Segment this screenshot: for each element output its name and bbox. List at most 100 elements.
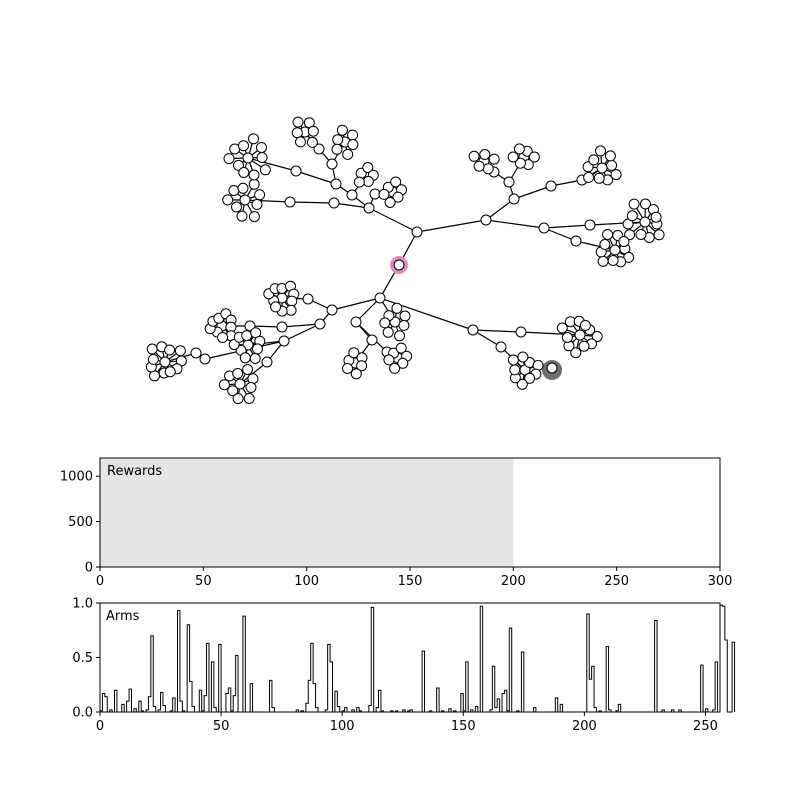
- tree-node: [595, 145, 606, 157]
- tree-node: [366, 334, 378, 346]
- tree-node: [391, 302, 403, 314]
- rewards-y-tick-label: 500: [68, 515, 93, 530]
- tree-node: [342, 148, 354, 160]
- tree-node: [330, 178, 342, 190]
- tree-node: [516, 378, 528, 390]
- tree-node: [248, 169, 260, 181]
- tree-edge: [513, 185, 552, 200]
- tree-node: [570, 235, 582, 247]
- tree-node: [362, 162, 374, 173]
- tree-node: [618, 236, 630, 247]
- tree-node: [561, 332, 573, 343]
- tree-node: [239, 194, 251, 206]
- tree-node: [394, 330, 405, 342]
- tree-node: [292, 116, 304, 128]
- tree-node: [314, 318, 326, 330]
- tree-node: [591, 331, 603, 342]
- tree-node: [653, 229, 665, 241]
- rewards-shaded-region: [100, 458, 514, 567]
- tree-node: [556, 322, 568, 334]
- tree-node: [584, 219, 596, 231]
- tree-node: [570, 347, 582, 359]
- tree-node: [290, 165, 302, 177]
- tree-node: [276, 321, 288, 333]
- tree-node: [479, 149, 491, 160]
- tree-edge: [368, 207, 418, 233]
- tree-node: [217, 332, 229, 343]
- tree-node: [513, 143, 525, 155]
- tree-edge: [331, 297, 381, 311]
- tree-node: [390, 176, 402, 188]
- tree-node: [473, 160, 485, 172]
- tree-node: [231, 201, 242, 213]
- tree-node: [237, 182, 249, 194]
- tree-node: [234, 378, 246, 390]
- tree-node: [164, 344, 176, 356]
- tree-node: [635, 229, 647, 240]
- rewards-chart: Rewards 0 50 100 150 200 250 300 0 500 1000: [60, 457, 733, 589]
- tree-node: [222, 194, 234, 206]
- tree-node: [248, 133, 259, 145]
- tree-edge: [295, 170, 337, 185]
- rewards-x-tick-label: 300: [708, 574, 733, 589]
- tree-node: [331, 143, 343, 155]
- tree-node: [395, 342, 407, 354]
- tree-node: [251, 199, 263, 210]
- tree-node: [389, 362, 401, 374]
- arms-y-tick-label: 0.0: [72, 706, 93, 721]
- tree-node: [378, 188, 390, 200]
- arms-x-tick-label: 250: [693, 719, 718, 734]
- tree-node: [243, 393, 255, 404]
- tree-node: [383, 354, 395, 366]
- tree-node: [347, 139, 359, 150]
- tree-node: [242, 152, 254, 164]
- arms-panel-label: Arms: [106, 609, 140, 624]
- tree-node: [306, 136, 318, 148]
- tree-edge: [485, 198, 515, 221]
- tree-node: [245, 382, 257, 393]
- tree-node: [503, 176, 515, 188]
- tree-node: [350, 368, 362, 380]
- tree-node: [295, 136, 306, 148]
- tree-node: [270, 301, 282, 313]
- tree-node: [639, 198, 651, 210]
- tree-node: [232, 368, 244, 379]
- tree-edge: [543, 224, 591, 229]
- tree-node: [190, 347, 202, 359]
- rewards-x-tick-label: 150: [398, 574, 423, 589]
- tree-node: [382, 326, 394, 338]
- arms-x-tick-label: 0: [96, 719, 104, 734]
- tree-node: [248, 211, 260, 223]
- tree-node: [374, 292, 386, 304]
- tree-node: [599, 239, 611, 250]
- tree-node: [232, 393, 244, 405]
- tree-node: [507, 151, 519, 163]
- tree-node: [588, 154, 600, 166]
- tree-node: [326, 158, 338, 170]
- rewards-x-tick-label: 250: [604, 574, 629, 589]
- tree-node: [538, 222, 550, 234]
- tree-node: [238, 167, 250, 178]
- tree-node: [302, 293, 314, 305]
- tree-node: [495, 341, 507, 353]
- arms-x-tick-label: 50: [213, 719, 230, 734]
- tree-node: [639, 216, 651, 228]
- rewards-x-tick-label: 50: [195, 574, 212, 589]
- tree-node: [326, 304, 338, 316]
- tree-node: [227, 385, 239, 397]
- tree-node: [579, 319, 591, 331]
- rewards-x-tick-label: 100: [294, 574, 319, 589]
- tree-node: [515, 326, 527, 338]
- tree-node: [578, 340, 590, 352]
- tree-node: [398, 319, 410, 331]
- tree-node: [261, 356, 273, 368]
- arms-step-line: [99, 604, 736, 713]
- tree-node: [242, 364, 254, 375]
- tree-node: [411, 226, 423, 238]
- rewards-panel-label: Rewards: [107, 464, 162, 479]
- tree-node: [480, 214, 492, 226]
- tree-edge: [244, 199, 291, 203]
- tree-node: [583, 171, 595, 183]
- tree-edge: [485, 219, 545, 229]
- tree-node: [239, 352, 251, 364]
